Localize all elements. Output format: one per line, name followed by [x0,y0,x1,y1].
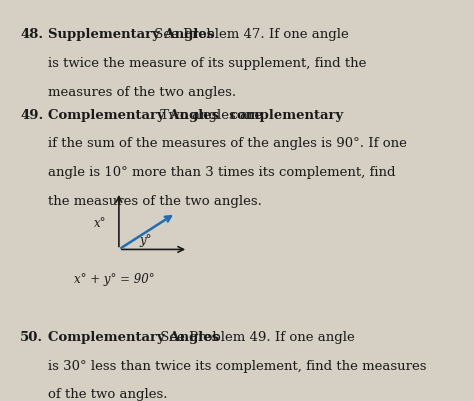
Text: is twice the measure of its supplement, find the: is twice the measure of its supplement, … [47,57,366,70]
Text: Supplementary Angles: Supplementary Angles [47,28,214,41]
Text: 49.: 49. [20,108,44,122]
Text: Complementary Angles: Complementary Angles [47,330,219,343]
Text: complementary: complementary [229,108,344,122]
Text: angle is 10° more than 3 times its complement, find: angle is 10° more than 3 times its compl… [47,166,395,179]
Text: Complementary Angles: Complementary Angles [47,108,219,122]
Text: x°: x° [94,217,106,229]
Text: Two angles are: Two angles are [156,108,266,122]
Text: See Problem 47. If one angle: See Problem 47. If one angle [150,28,349,41]
Text: 50.: 50. [20,330,44,343]
Text: is 30° less than twice its complement, find the measures: is 30° less than twice its complement, f… [47,359,426,372]
Text: of the two angles.: of the two angles. [47,387,167,400]
Text: x° + y° = 90°: x° + y° = 90° [74,272,155,285]
Text: the measures of the two angles.: the measures of the two angles. [47,194,262,207]
Text: if the sum of the measures of the angles is 90°. If one: if the sum of the measures of the angles… [47,137,406,150]
Text: 48.: 48. [20,28,44,41]
Text: measures of the two angles.: measures of the two angles. [47,85,236,98]
Text: y°: y° [140,234,153,247]
Text: See Problem 49. If one angle: See Problem 49. If one angle [156,330,355,343]
